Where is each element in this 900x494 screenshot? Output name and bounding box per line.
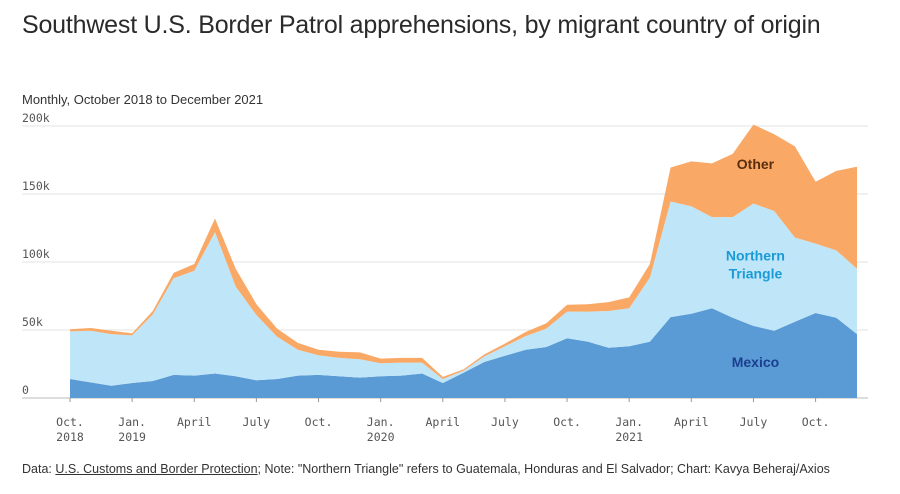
stacked-areas	[70, 124, 857, 398]
x-tick-label: Oct.	[56, 415, 84, 429]
x-tick-label: Jan.	[118, 415, 146, 429]
x-tick-year: 2021	[615, 430, 643, 444]
series-labels: Other Northern Triangle Mexico	[726, 156, 785, 370]
area-mexico	[70, 308, 857, 398]
x-tick-label: July	[491, 415, 519, 429]
chart-title: Southwest U.S. Border Patrol apprehensio…	[22, 11, 821, 39]
x-tick-label: Oct.	[305, 415, 333, 429]
x-tick-year: 2019	[118, 430, 146, 444]
y-tick-label: 100k	[22, 247, 50, 261]
y-tick-label: 50k	[22, 315, 43, 329]
x-tick-label: Jan.	[367, 415, 395, 429]
footer-note: ; Note: "Northern Triangle" refers to Gu…	[257, 462, 830, 476]
x-tick-year: 2020	[367, 430, 395, 444]
y-tick-label: 150k	[22, 179, 50, 193]
footer-prefix: Data:	[22, 462, 56, 476]
x-tick-label: April	[177, 415, 212, 429]
y-axis-ticks: 0 50k 100k 150k 200k	[22, 111, 50, 397]
series-label-line2: Triangle	[729, 266, 783, 282]
chart-subtitle: Monthly, October 2018 to December 2021	[22, 92, 264, 107]
area-other	[70, 124, 857, 379]
x-tick-label: Oct.	[553, 415, 581, 429]
x-tick-label: Oct.	[802, 415, 830, 429]
x-tick-year: 2018	[56, 430, 84, 444]
series-label: Other	[737, 156, 775, 172]
x-tick-label: April	[425, 415, 460, 429]
chart-footer: Data: U.S. Customs and Border Protection…	[22, 462, 830, 476]
source-link[interactable]: U.S. Customs and Border Protection	[55, 462, 258, 476]
series-label: Mexico	[732, 354, 779, 370]
x-tick-label: July	[243, 415, 271, 429]
x-tick-label: Jan.	[615, 415, 643, 429]
y-tick-label: 200k	[22, 111, 50, 125]
x-tick-label: April	[674, 415, 709, 429]
area-northern-triangle	[70, 201, 857, 386]
series-label: Northern	[726, 248, 785, 264]
y-tick-label: 0	[22, 383, 29, 397]
x-tick-label: July	[740, 415, 768, 429]
